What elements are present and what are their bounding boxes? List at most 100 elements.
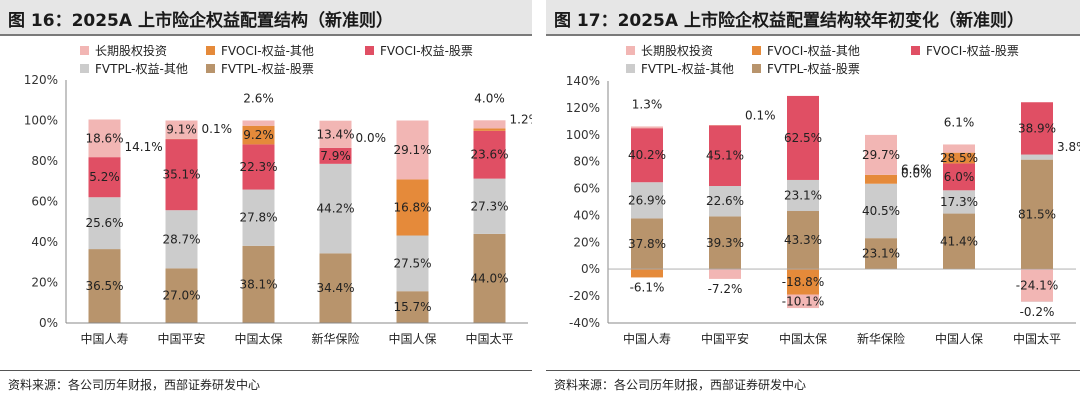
data-label-long-term: 6.1% [944,115,975,129]
y-tick-label: 140% [566,74,600,88]
y-tick-label: -40% [569,316,600,330]
bar-segment-fvtpl-other [631,182,663,219]
x-category-label: 中国平安 [701,331,749,346]
x-category-label: 新华保险 [857,331,905,346]
x-category-label: 中国平安 [157,331,205,346]
bar-segment-fvtpl-other [865,183,897,239]
data-label-fvtpl-stock: 37.8% [628,237,666,251]
legend-item-fvoci-other: FVOCI-权益-其他 [752,42,860,59]
legend-swatch-fvoci-stock [365,46,374,55]
bar-segment-fvtpl-other [943,190,975,214]
bar-segment-fvoci-other [473,128,506,131]
data-label-fvtpl-other: 27.3% [470,199,508,213]
legend-swatch-fvoci-other [206,46,215,55]
bar-segment-long-term [943,144,975,153]
data-label-fvoci-other: 1.2% [510,113,533,127]
bar-segment-long-term [319,120,352,148]
legend-label-fvoci-stock: FVOCI-权益-股票 [926,44,1019,58]
bar-segment-fvtpl-stock [165,268,198,323]
right-title-bar: 图 17：2025A 上市险企权益配置结构较年初变化（新准则） [546,0,1080,36]
data-label-long-term: 18.6% [85,131,123,145]
right-source-note: 资料来源：各公司历年财报，西部证券研发中心 [554,378,807,392]
legend-item-fvoci-other: FVOCI-权益-其他 [206,42,314,59]
data-label-fvtpl-stock: 44.0% [470,271,508,285]
legend-swatch-fvoci-stock [911,46,920,55]
bar-segment-fvoci-stock [787,95,819,180]
legend-item-long-term: 长期股权投资 [626,42,713,59]
bar-segment-fvtpl-stock [1021,159,1053,270]
legend-item-fvtpl-other: FVTPL-权益-其他 [626,60,734,77]
legend-label-fvoci-other: FVOCI-权益-其他 [221,44,314,58]
data-label-fvoci-other: 9.2% [243,128,274,142]
y-tick-label: 0% [39,316,58,330]
legend-swatch-fvtpl-stock [752,64,761,73]
legend-label-fvoci-other: FVOCI-权益-其他 [767,44,860,58]
right-chart-title: 图 17：2025A 上市险企权益配置结构较年初变化（新准则） [554,11,1024,31]
bar-segment-fvoci-stock [319,147,352,164]
bar-segment-fvtpl-stock [631,218,663,270]
bar-segment-fvoci-other [787,269,819,295]
data-label-fvoci-stock: 35.1% [162,168,200,182]
legend-swatch-long-term [626,46,635,55]
bar-segment-long-term [88,119,121,158]
data-label-fvtpl-stock: 38.1% [239,277,277,291]
bar-segment-fvtpl-stock [865,238,897,270]
legend-item-fvoci-stock: FVOCI-权益-股票 [911,42,1019,59]
data-label-fvoci-other: 6.6% [901,162,932,176]
legend-label-long-term: 长期股权投资 [641,44,714,58]
legend-swatch-fvtpl-stock [206,64,215,73]
bar-segment-fvtpl-stock [242,245,275,323]
bar-segment-long-term [242,120,275,126]
legend-swatch-fvtpl-other [80,64,89,73]
x-category-label: 中国人寿 [80,331,128,346]
data-label-fvoci-other: -18.8% [782,275,824,289]
right-chart-panel: 图 17：2025A 上市险企权益配置结构较年初变化（新准则） 长期股权投资 F… [546,0,1080,402]
data-label-long-term: 4.0% [474,91,505,105]
legend-item-fvtpl-other: FVTPL-权益-其他 [80,60,188,77]
bar-segment-fvoci-stock [943,163,975,191]
bar-segment-fvtpl-stock [709,216,741,270]
bar-segment-fvoci-other [865,174,897,184]
bar-segment-long-term [631,126,663,129]
bar-segment-long-term [1021,269,1053,302]
bar-segment-fvoci-stock [242,144,275,190]
data-label-long-term: -7.2% [708,282,743,296]
data-label-long-term: 9.1% [166,123,197,137]
data-label-fvtpl-other: 23.1% [784,188,822,202]
bar-segment-fvtpl-other [1021,154,1053,160]
y-tick-label: 100% [24,114,58,128]
legend-label-fvtpl-stock: FVTPL-权益-股票 [221,62,314,76]
data-label-fvtpl-stock: 43.3% [784,233,822,247]
data-label-fvtpl-stock: 23.1% [862,247,900,261]
left-stacked-bar-chart: 0% 20% 40% 60% 80% 100% 120% 36.5% 25.6% 5.2% 14.1… [24,73,533,346]
data-label-fvoci-other: 0.0% [356,131,387,145]
bar-segment-fvtpl-stock [943,213,975,270]
y-tick-label: 40% [573,208,600,222]
legend-label-long-term: 长期股权投资 [95,44,168,58]
y-tick-label: 0% [581,262,600,276]
x-category-label: 中国太保 [779,331,827,346]
legend-item-fvoci-stock: FVOCI-权益-股票 [365,42,473,59]
y-tick-label: -20% [569,289,600,303]
data-label-long-term: 29.7% [862,148,900,162]
bar-segment-fvtpl-other [473,178,506,234]
bar-segment-fvoci-other [943,152,975,164]
left-chart-title: 图 16：2025A 上市险企权益配置结构（新准则） [8,11,393,31]
left-title-bar: 图 16：2025A 上市险企权益配置结构（新准则） [0,0,532,36]
data-label-fvtpl-other: 40.5% [862,204,900,218]
x-category-label: 中国人保 [388,331,436,346]
data-label-fvtpl-other: 27.8% [239,211,277,225]
data-label-long-term: 13.4% [316,127,354,141]
x-category-label: 中国人寿 [623,331,671,346]
bar-segment-long-term [396,120,429,180]
y-tick-label: 60% [31,195,58,209]
data-label-long-term: 2.6% [243,92,274,106]
bar-segment-fvoci-other [242,125,275,145]
legend-swatch-fvtpl-other [626,64,635,73]
left-chart-panel: 图 16：2025A 上市险企权益配置结构（新准则） 长期股权投资 FVOCI-… [0,0,532,402]
data-label-fvoci-other: 14.1% [125,140,163,154]
x-category-label: 中国太平 [465,331,513,346]
bar-segment-fvtpl-other [709,186,741,217]
data-label-fvtpl-stock: 81.5% [1018,207,1056,221]
bar-segment-fvtpl-other [396,235,429,292]
